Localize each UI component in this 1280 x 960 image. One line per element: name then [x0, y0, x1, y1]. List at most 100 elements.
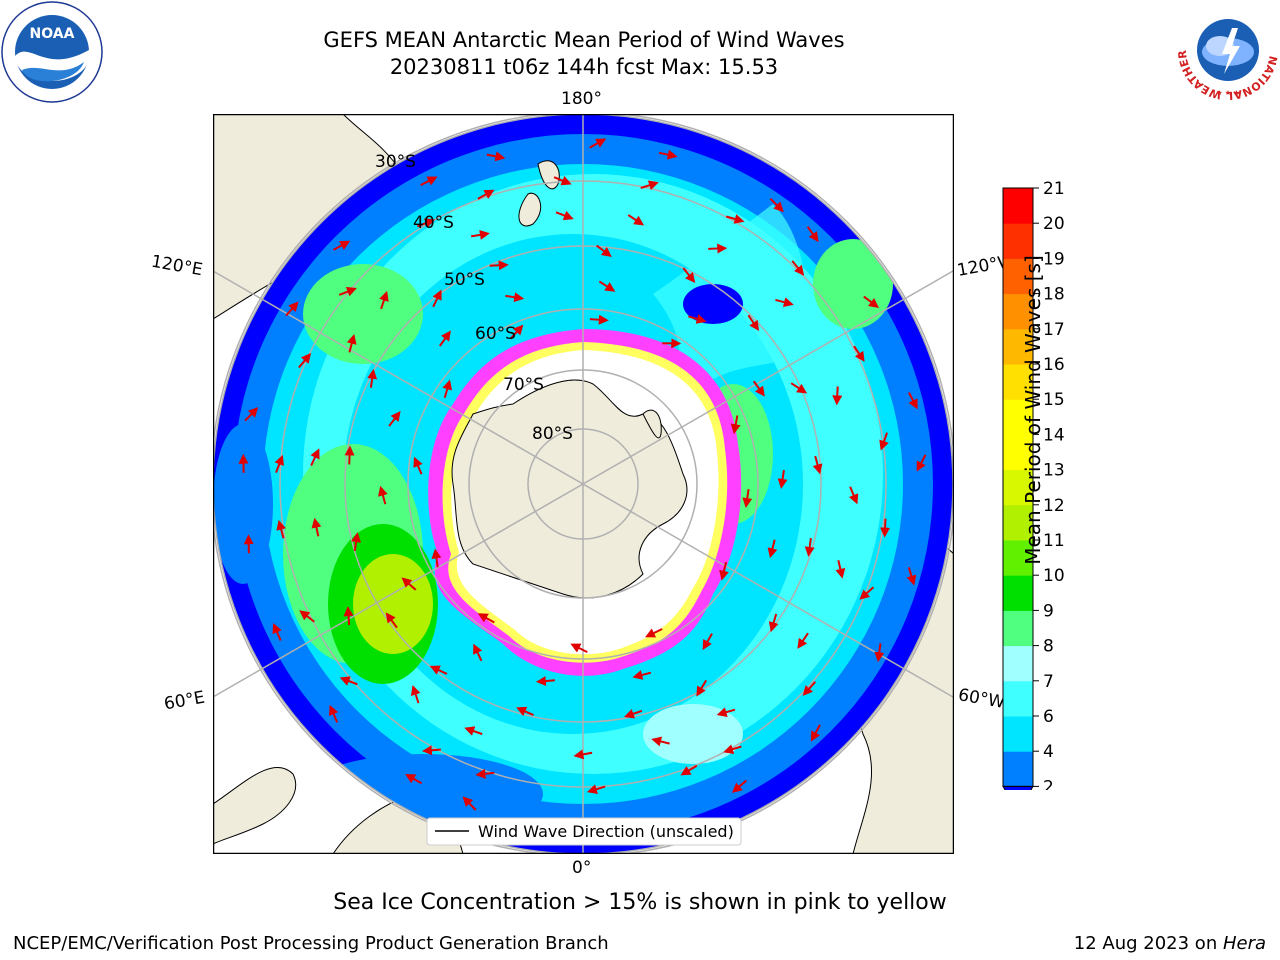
wave-direction-arrow [477, 613, 495, 624]
wave-direction-arrow [338, 286, 357, 297]
wave-direction-arrow [344, 445, 355, 465]
wave-direction-arrow [680, 764, 698, 776]
wave-direction-arrow [880, 518, 891, 538]
lat-label-80s: 80°S [532, 424, 573, 444]
wave-direction-arrow [723, 744, 742, 754]
wave-direction-arrow [553, 175, 572, 186]
wave-direction-arrow [863, 295, 880, 308]
colorbar-segment [1003, 469, 1033, 506]
wave-direction-arrow [299, 610, 315, 623]
footer-host: Hera [1222, 933, 1266, 954]
wave-direction-arrow [696, 679, 708, 697]
wave-direction-arrow [596, 244, 612, 257]
wave-direction-arrow [413, 456, 423, 475]
wave-direction-arrow [769, 197, 784, 213]
wave-direction-arrow [276, 519, 287, 539]
wave-direction-arrow [274, 454, 284, 473]
wave-direction-arrow [401, 577, 417, 591]
wave-direction-arrow [442, 379, 453, 399]
wave-direction-arrow [589, 314, 609, 325]
wave-direction-arrow [410, 684, 421, 704]
colorbar-segment [1003, 751, 1033, 787]
wave-direction-arrow [385, 612, 398, 629]
colorbar-extend-triangle [1002, 785, 1034, 814]
wave-direction-arrow [346, 333, 357, 353]
wave-direction-arrow [812, 455, 823, 475]
wave-direction-arrow [853, 345, 865, 362]
wave-direction-arrow [333, 240, 351, 251]
wave-direction-arrow [598, 280, 616, 292]
wave-direction-arrow [859, 586, 875, 600]
colorbar-segment [1003, 716, 1033, 752]
wave-direction-arrow [555, 210, 574, 221]
wave-direction-arrow [421, 745, 441, 756]
wave-direction-arrow [570, 643, 588, 654]
wave-direction-arrow [464, 726, 483, 736]
wave-direction-arrow [339, 676, 358, 686]
wave-direction-arrow [848, 486, 859, 505]
wave-direction-arrow [462, 796, 477, 811]
wave-direction-arrow [752, 380, 765, 397]
wave-direction-arrow [640, 180, 659, 191]
colorbar-label: Mean Period of Wind Waves [s] [1021, 255, 1045, 565]
wave-direction-arrow [470, 229, 490, 240]
wave-direction-arrow [438, 330, 451, 347]
wave-direction-arrow [767, 539, 778, 559]
wave-direction-arrow [879, 432, 889, 451]
wave-direction-arrow [272, 623, 282, 641]
wave-direction-arrow [790, 382, 808, 394]
noaa-logo-text: NOAA [30, 26, 75, 42]
chart-title: GEFS MEAN Antarctic Mean Period of Wind … [323, 28, 845, 52]
wave-direction-arrow [367, 368, 378, 388]
wave-direction-arrow [804, 537, 815, 557]
wave-direction-arrow [329, 704, 339, 723]
wave-direction-arrow [417, 218, 436, 228]
wave-direction-arrow [586, 784, 606, 794]
wave-direction-arrow [719, 561, 729, 581]
wave-direction-arrow [343, 606, 354, 626]
lat-label-30s: 30°S [375, 152, 416, 172]
wave-direction-arrow [874, 643, 885, 663]
colorbar-segment [1003, 434, 1033, 471]
wave-direction-arrow [702, 633, 713, 651]
wave-direction-arrow [405, 773, 423, 785]
wave-direction-arrow [379, 290, 389, 310]
land-antarctica [451, 379, 688, 599]
land-africa [213, 767, 297, 845]
wave-direction-arrow [351, 532, 362, 552]
colorbar-segment [1003, 258, 1033, 295]
colorbar: 2 4 6 7 8 9 10 11 12 13 14 15 16 17 18 19 20 21 Mean Peri… [985, 179, 1125, 814]
polar-map: Wind Wave Direction (unscaled) [212, 113, 955, 855]
wave-direction-arrow [775, 297, 794, 308]
colorbar-tick-label: 10 [1043, 566, 1065, 586]
land-new-zealand [518, 160, 560, 227]
lat-label-60s: 60°S [475, 324, 516, 344]
colorbar-tick-label: 17 [1043, 320, 1065, 340]
lon-label-left-upper: 120°E [149, 251, 205, 281]
wave-direction-arrow [420, 176, 438, 187]
colorbar-tick-label: 9 [1043, 601, 1054, 621]
wave-direction-arrow [802, 681, 817, 696]
colorbar-segment [1003, 188, 1033, 224]
wave-direction-arrow [768, 613, 779, 633]
wave-direction-arrow [516, 706, 534, 717]
wave-direction-arrow [589, 138, 607, 149]
colorbar-segment [1003, 540, 1033, 576]
wave-direction-arrow [658, 149, 678, 160]
wave-direction-arrow [806, 226, 819, 243]
colorbar-segment [1003, 364, 1033, 400]
sea-ice-caption: Sea Ice Concentration > 15% is shown in … [333, 890, 947, 915]
map-panel: Wind Wave Direction (unscaled) [212, 113, 955, 855]
colorbar-segment [1003, 399, 1033, 435]
wave-direction-arrow [477, 189, 495, 200]
wave-direction-arrow [627, 214, 645, 226]
colorbar-tick-label: 19 [1043, 249, 1065, 269]
lon-label-top: 180° [561, 89, 602, 109]
wave-direction-arrow [505, 292, 525, 303]
wave-direction-arrow [835, 560, 846, 579]
colorbar-svg: 2 4 6 7 8 9 10 11 12 13 14 15 16 17 18 19 20 21 [1002, 179, 1065, 814]
wave-direction-arrow [285, 301, 299, 317]
wave-direction-arrow [797, 632, 809, 649]
wave-direction-arrow [311, 517, 322, 537]
colorbar-tick-label: 20 [1043, 214, 1065, 234]
